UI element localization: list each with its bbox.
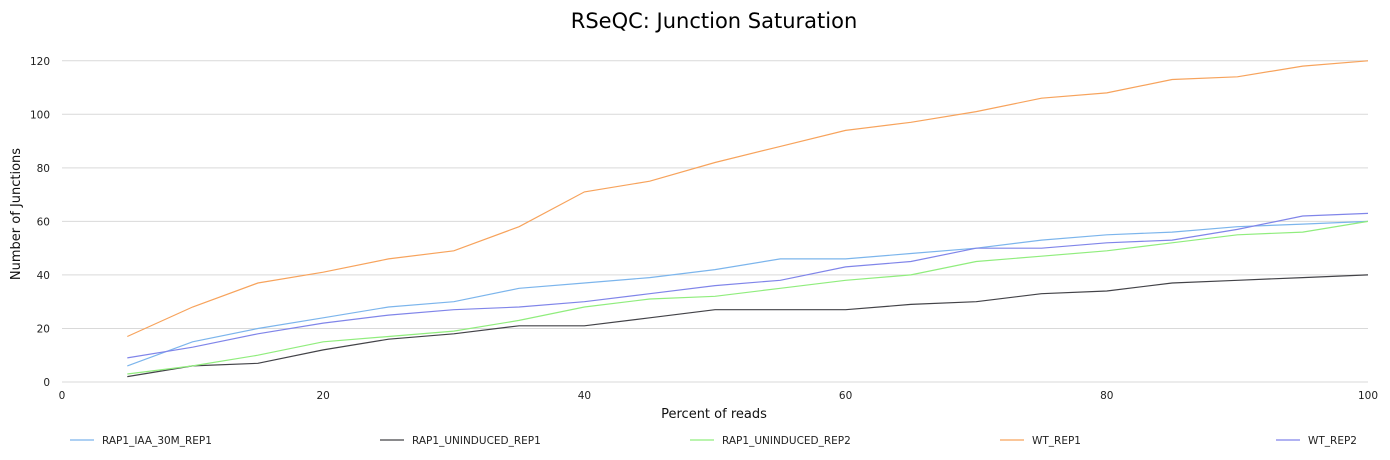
series-lines [127, 60, 1369, 378]
x-tick-label: 0 [59, 390, 66, 402]
x-tick-label: 20 [317, 390, 330, 402]
legend-label: WT_REP2 [1308, 435, 1357, 447]
y-tick-label: 60 [37, 216, 50, 228]
series-line-0 [127, 220, 1369, 367]
chart-title: RSeQC: Junction Saturation [571, 9, 858, 33]
y-axis-title: Number of Junctions [9, 148, 24, 280]
y-tick-label: 20 [37, 323, 50, 335]
legend-item[interactable]: RAP1_UNINDUCED_REP1 [380, 435, 541, 447]
x-tick-label: 80 [1100, 390, 1113, 402]
legend-label: RAP1_UNINDUCED_REP2 [722, 435, 851, 447]
y-tick-label: 120 [30, 56, 50, 68]
legend-item[interactable]: RAP1_UNINDUCED_REP2 [690, 435, 851, 447]
y-tick-label: 0 [43, 377, 50, 389]
y-tick-label: 100 [30, 109, 50, 121]
series-line-2 [127, 220, 1369, 375]
series-line-4 [127, 212, 1369, 359]
legend: RAP1_IAA_30M_REP1 RAP1_UNINDUCED_REP1 RAP1… [70, 435, 1357, 447]
y-tick-label: 40 [37, 270, 50, 282]
x-axis-title: Percent of reads [661, 407, 767, 422]
x-tick-label: 60 [839, 390, 852, 402]
x-axis-ticks: 0 20 40 60 80 100 [59, 390, 1378, 402]
x-tick-label: 40 [578, 390, 591, 402]
series-line-1 [127, 274, 1369, 378]
legend-label: RAP1_UNINDUCED_REP1 [412, 435, 541, 447]
series-line-3 [127, 60, 1369, 338]
legend-label: WT_REP1 [1032, 435, 1081, 447]
y-axis-ticks: 0 20 40 60 80 100 120 [30, 56, 50, 389]
gridlines [62, 60, 1368, 383]
legend-item[interactable]: WT_REP2 [1276, 435, 1357, 447]
legend-label: RAP1_IAA_30M_REP1 [102, 435, 212, 447]
y-tick-label: 80 [37, 163, 50, 175]
legend-item[interactable]: RAP1_IAA_30M_REP1 [70, 435, 212, 447]
legend-item[interactable]: WT_REP1 [1000, 435, 1081, 447]
x-tick-label: 100 [1358, 390, 1378, 402]
